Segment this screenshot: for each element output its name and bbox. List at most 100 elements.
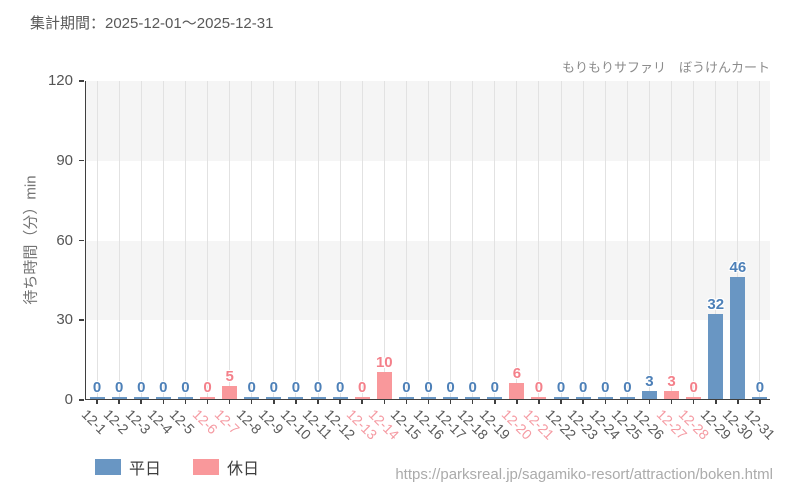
bar-value-label: 0 bbox=[269, 379, 278, 396]
x-axis-tick bbox=[317, 399, 319, 404]
holiday-color-swatch bbox=[193, 459, 220, 475]
weekday-bar bbox=[332, 397, 348, 399]
y-tick-label: 60 bbox=[56, 231, 73, 249]
gridline bbox=[671, 81, 673, 399]
gridline bbox=[516, 81, 518, 399]
gridline bbox=[428, 81, 429, 399]
weekday-bar bbox=[575, 397, 591, 399]
legend-label-holiday: 休日 bbox=[227, 461, 260, 478]
x-axis-tick bbox=[626, 399, 629, 404]
gridline bbox=[317, 81, 319, 399]
bar-value-label: 0 bbox=[579, 379, 588, 396]
x-axis-tick bbox=[184, 399, 187, 404]
x-axis-tick bbox=[295, 399, 297, 404]
weekday-bar bbox=[619, 397, 635, 399]
weekday-bar bbox=[266, 397, 282, 399]
x-axis-tick bbox=[494, 399, 496, 404]
bar-value-label: 0 bbox=[534, 379, 544, 396]
weekday-bar bbox=[708, 313, 724, 399]
bar-value-label: 6 bbox=[512, 365, 522, 383]
gridline bbox=[648, 81, 650, 399]
gridline bbox=[494, 81, 496, 399]
bar-value-label: 10 bbox=[375, 354, 393, 372]
holiday-bar bbox=[200, 397, 216, 399]
holiday-bar bbox=[376, 372, 392, 399]
gridline bbox=[626, 81, 628, 399]
holiday-bar bbox=[509, 383, 525, 399]
gridline bbox=[759, 81, 761, 399]
gridline bbox=[118, 81, 120, 399]
bar-value-label: 0 bbox=[556, 379, 566, 396]
bar-value-label: 0 bbox=[181, 379, 190, 396]
y-tick-label: 0 bbox=[64, 391, 73, 408]
y-axis-tick bbox=[79, 399, 84, 401]
gridline bbox=[472, 81, 474, 399]
gridline bbox=[450, 81, 452, 399]
gridline bbox=[715, 81, 717, 399]
gridline bbox=[251, 81, 253, 399]
aggregation-period-title: 集計期間：2025-12-01～2025-12-31 bbox=[30, 15, 274, 32]
x-axis-tick bbox=[250, 399, 253, 404]
y-axis-tick bbox=[79, 319, 84, 321]
x-axis-tick bbox=[96, 399, 98, 404]
legend-item-holiday: 休日 bbox=[193, 455, 259, 479]
weekday-bar bbox=[730, 276, 746, 399]
bar-value-label: 0 bbox=[159, 379, 168, 396]
gridline bbox=[582, 81, 584, 399]
gridline bbox=[538, 81, 540, 399]
x-axis-tick bbox=[162, 399, 165, 404]
gridline bbox=[383, 81, 385, 399]
legend-item-weekday: 平日 bbox=[95, 455, 161, 479]
weekday-bar bbox=[398, 397, 414, 399]
bar-value-label: 0 bbox=[358, 379, 367, 396]
gridline bbox=[162, 81, 164, 399]
x-axis-tick bbox=[692, 399, 695, 404]
x-axis-tick bbox=[648, 399, 651, 404]
holiday-bar bbox=[222, 385, 238, 399]
bar-value-label: 0 bbox=[137, 379, 146, 396]
gridline bbox=[273, 81, 275, 399]
bar-value-label: 0 bbox=[468, 379, 477, 396]
gridline bbox=[207, 81, 209, 399]
gridline bbox=[693, 81, 695, 399]
gridline bbox=[140, 81, 142, 399]
weekday-bar bbox=[553, 397, 569, 399]
x-axis-tick bbox=[140, 399, 142, 404]
x-axis-tick bbox=[516, 399, 518, 404]
weekday-bar bbox=[111, 397, 127, 399]
x-axis-tick bbox=[737, 399, 739, 404]
plot-area: 0 12-1 0 12-2 0 12-3 0 12-4 0 12-5 0 12-6 5 12-7 0 12-8… bbox=[79, 81, 778, 443]
holiday-bar bbox=[354, 397, 370, 399]
x-axis-tick bbox=[206, 399, 209, 404]
y-axis-tick bbox=[79, 239, 84, 241]
legend-label-weekday: 平日 bbox=[129, 461, 162, 478]
x-axis-tick bbox=[582, 399, 584, 404]
x-axis-tick bbox=[273, 399, 275, 404]
x-axis-tick bbox=[471, 399, 474, 404]
weekday-bar bbox=[421, 397, 436, 399]
x-axis-tick bbox=[339, 399, 341, 404]
y-tick-label: 30 bbox=[56, 311, 73, 329]
x-axis-tick bbox=[427, 399, 430, 404]
bar-value-label: 0 bbox=[424, 379, 433, 396]
bar-value-label: 0 bbox=[313, 379, 323, 396]
bar-value-label: 46 bbox=[729, 258, 747, 276]
weekday-bar bbox=[133, 397, 149, 399]
holiday-bar bbox=[664, 391, 680, 399]
weekday-bar bbox=[89, 397, 105, 399]
gridline bbox=[295, 81, 297, 399]
x-axis-tick bbox=[670, 399, 673, 404]
attraction-name-subtitle: もりもりサファリ ぼうけんカート bbox=[561, 60, 770, 75]
weekday-bar bbox=[177, 397, 193, 399]
weekday-bar bbox=[288, 397, 304, 399]
weekday-bar bbox=[465, 397, 481, 399]
y-tick-label: 120 bbox=[47, 72, 73, 89]
holiday-bar bbox=[531, 397, 547, 399]
bar-value-label: 0 bbox=[402, 379, 411, 396]
gridline bbox=[361, 81, 363, 399]
x-axis-tick bbox=[383, 399, 386, 404]
weekday-bar bbox=[752, 397, 768, 399]
bar-value-label: 0 bbox=[203, 379, 212, 396]
weekday-bar bbox=[244, 397, 260, 399]
bar-value-label: 0 bbox=[291, 379, 301, 396]
